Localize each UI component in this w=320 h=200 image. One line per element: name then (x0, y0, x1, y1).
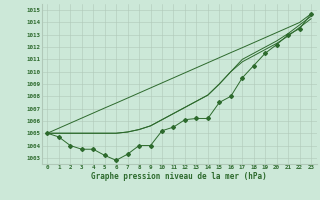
X-axis label: Graphe pression niveau de la mer (hPa): Graphe pression niveau de la mer (hPa) (91, 172, 267, 181)
